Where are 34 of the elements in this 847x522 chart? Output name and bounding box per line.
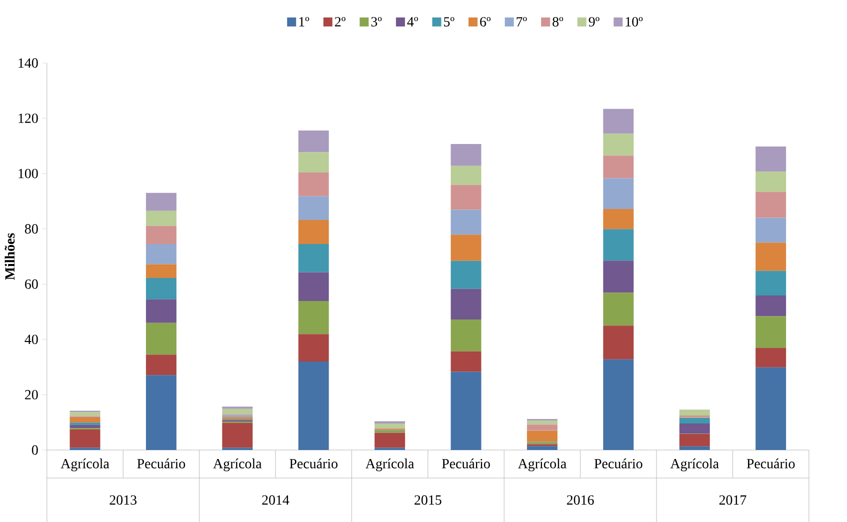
x-tick-label: Pecuário (137, 458, 186, 468)
legend-label: 7º (516, 17, 527, 26)
legend-label: 1º (299, 17, 310, 26)
y-tick-label: 60 (25, 279, 38, 289)
text: 2015 (414, 495, 442, 505)
y-tick-label: 100 (18, 168, 38, 178)
legend-label: 4º (407, 17, 418, 26)
legend-label: 2º (334, 17, 346, 26)
x-tick-label: Pecuário (746, 458, 795, 468)
text: 2013 (110, 495, 137, 505)
legend-label: 5º (444, 17, 454, 26)
legend-label: 6º (480, 17, 491, 26)
y-tick-label: 0 (32, 445, 38, 455)
text: 2017 (719, 495, 746, 505)
legend-label: 8º (552, 17, 564, 26)
legend-label: 3º (371, 17, 382, 26)
x-tick-label: Agrícola (670, 458, 719, 472)
x-tick-label: Pecuário (442, 458, 490, 468)
y-tick-label: 80 (24, 224, 38, 234)
y-axis-title: Milhões (4, 233, 15, 280)
x-tick-label: Agrícola (213, 458, 262, 472)
x-tick-label: Agrícola (60, 458, 110, 472)
legend-label: 10º (626, 17, 643, 26)
x-tick-label: Agrícola (366, 458, 414, 472)
y-tick-label: 40 (24, 334, 38, 344)
x-tick-label: Pecuário (594, 458, 642, 468)
text: 2014 (262, 495, 290, 505)
y-tick-label: 120 (18, 114, 38, 123)
x-tick-label: Pecuário (290, 458, 338, 468)
y-tick-label: 140 (18, 58, 38, 68)
legend-label: 9º (588, 17, 600, 26)
y-tick-label: 20 (25, 390, 38, 400)
x-tick-label: Agrícola (518, 458, 566, 472)
text: 2016 (566, 495, 594, 505)
